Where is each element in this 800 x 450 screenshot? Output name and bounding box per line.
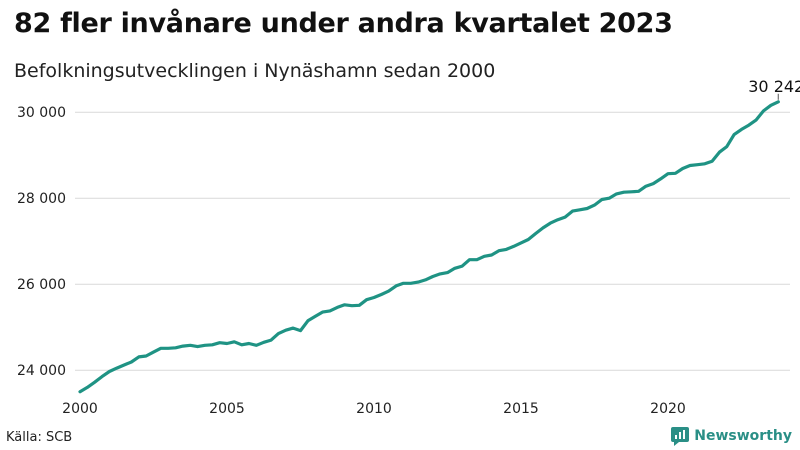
end-value-label: 30 242 bbox=[748, 77, 800, 96]
brand-logo: Newsworthy bbox=[670, 426, 792, 446]
gridlines bbox=[75, 111, 790, 371]
y-tick-label: 30 000 bbox=[17, 105, 66, 121]
x-axis-tick-labels: 2000 2005 2010 2015 2020 bbox=[62, 401, 686, 417]
x-tick-label: 2010 bbox=[356, 401, 392, 417]
y-axis-tick-labels: 24 000 26 000 28 000 30 000 bbox=[17, 105, 66, 379]
x-tick-label: 2005 bbox=[209, 401, 245, 417]
source-note: Källa: SCB bbox=[6, 430, 73, 445]
y-tick-label: 28 000 bbox=[17, 191, 66, 207]
chart-subtitle: Befolkningsutvecklingen i Nynäshamn seda… bbox=[14, 60, 496, 82]
data-series bbox=[78, 100, 780, 394]
chart-title: 82 fler invånare under andra kvartalet 2… bbox=[14, 8, 673, 39]
x-tick-label: 2015 bbox=[503, 401, 539, 417]
brand-name: Newsworthy bbox=[694, 428, 792, 444]
x-tick-label: 2020 bbox=[650, 401, 686, 417]
y-tick-label: 24 000 bbox=[17, 363, 66, 379]
newsworthy-logo-icon bbox=[671, 427, 690, 446]
y-tick-label: 26 000 bbox=[17, 277, 66, 293]
end-annotation: 30 242 bbox=[748, 77, 800, 100]
x-tick-label: 2000 bbox=[62, 401, 98, 417]
population-line bbox=[78, 100, 780, 394]
